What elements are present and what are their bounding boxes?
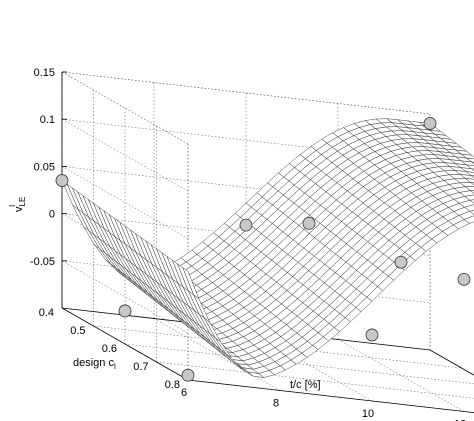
sample-point-9 — [457, 272, 471, 286]
y-tick-label: 0.5 — [70, 325, 85, 337]
y-tick-label: 0.6 — [102, 343, 117, 355]
sample-point-6 — [423, 117, 437, 130]
surface-mesh — [61, 118, 474, 378]
x-tick-label: 6 — [181, 387, 187, 399]
z-tick-label: -0.05 — [30, 256, 55, 268]
z-tick-label: 0.05 — [34, 161, 55, 173]
box-edge-floor-right — [429, 349, 474, 376]
z-axis-label-main: v — [13, 206, 25, 212]
grid-floor-cl-3 — [156, 361, 474, 399]
z-tick-label: 0.15 — [34, 67, 55, 79]
grid-floor-cl-1 — [93, 325, 462, 369]
z-axis-label: vLEl — [8, 197, 27, 212]
sample-markers — [55, 117, 471, 382]
sample-point-10 — [394, 255, 408, 269]
y-axis-label: design cl — [73, 357, 116, 371]
grid-floor-cl-4 — [187, 379, 474, 413]
z-tick-label: 0 — [49, 209, 55, 221]
z-axis-label-sub: LE — [18, 197, 27, 207]
y-tick-label: 0.7 — [133, 361, 148, 373]
x-tick-label: 12 — [454, 419, 466, 421]
z-tick-label: 0.1 — [40, 114, 55, 126]
sample-point-0 — [55, 174, 69, 187]
sample-point-3 — [239, 218, 253, 232]
surface-cell — [182, 267, 200, 300]
surface-cell — [470, 175, 474, 179]
sample-point-4 — [302, 216, 316, 230]
y-tick-label: 0.8 — [165, 379, 180, 391]
box-edge-floor-front — [187, 379, 474, 414]
box-edge-top-back — [61, 71, 431, 115]
sample-point-1 — [118, 304, 132, 318]
sample-point-2 — [181, 368, 195, 382]
x-tick-label: 10 — [362, 408, 374, 420]
box-edge-floor-left — [61, 307, 189, 381]
x-tick-label: 8 — [273, 398, 279, 410]
y-axis-label-sub: l — [114, 362, 116, 371]
grid-floor-cl-2 — [124, 343, 474, 385]
sample-point-5 — [365, 328, 379, 342]
y-axis-label-main: design c — [73, 357, 114, 369]
y-tick-label: 0.4 — [39, 307, 54, 319]
x-axis-label: t/c [%] — [290, 379, 321, 391]
z-axis-label-sup: l — [8, 205, 17, 207]
